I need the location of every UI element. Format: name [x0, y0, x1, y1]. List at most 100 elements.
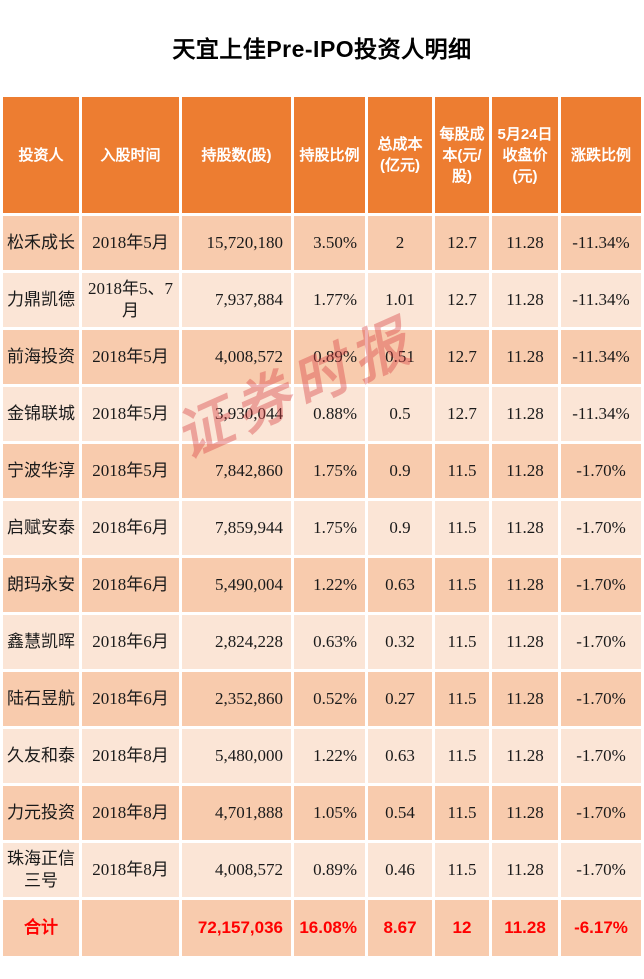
investor-cell: 久友和泰	[3, 729, 79, 783]
ratio-cell: 3.50%	[294, 216, 365, 270]
per_share-cell: 11.5	[435, 786, 489, 840]
table-row: 朗玛永安 2018年6月 5,490,004 1.22% 0.63 11.5 11.28 -1…	[3, 558, 641, 612]
time-cell: 2018年5、7月	[82, 273, 179, 327]
change-cell: -1.70%	[561, 558, 641, 612]
header-cost: 总成本(亿元)	[368, 97, 432, 213]
header-per-share: 每股成本(元/股)	[435, 97, 489, 213]
header-time: 入股时间	[82, 97, 179, 213]
change-cell: -11.34%	[561, 387, 641, 441]
shares-cell: 2,352,860	[182, 672, 291, 726]
per_share-cell: 12	[435, 900, 489, 956]
cost-cell: 8.67	[368, 900, 432, 956]
investor-cell: 松禾成长	[3, 216, 79, 270]
ratio-cell: 0.89%	[294, 843, 365, 897]
time-cell: 2018年5月	[82, 387, 179, 441]
ratio-cell: 1.75%	[294, 501, 365, 555]
table-row: 陆石昱航 2018年6月 2,352,860 0.52% 0.27 11.5 11.28 -1…	[3, 672, 641, 726]
close-cell: 11.28	[492, 216, 558, 270]
close-cell: 11.28	[492, 786, 558, 840]
time-cell: 2018年8月	[82, 786, 179, 840]
close-cell: 11.28	[492, 615, 558, 669]
cost-cell: 0.9	[368, 444, 432, 498]
investor-cell: 陆石昱航	[3, 672, 79, 726]
investor-cell: 力元投资	[3, 786, 79, 840]
cost-cell: 0.5	[368, 387, 432, 441]
shares-cell: 3,930,044	[182, 387, 291, 441]
header-shares: 持股数(股)	[182, 97, 291, 213]
table-row: 松禾成长 2018年5月 15,720,180 3.50% 2 12.7 11.28 -11.…	[3, 216, 641, 270]
total-row: 合计 72,157,036 16.08% 8.67 12 11.28 -6.17%	[3, 900, 641, 956]
header-investor: 投资人	[3, 97, 79, 213]
close-cell: 11.28	[492, 900, 558, 956]
time-cell: 2018年6月	[82, 501, 179, 555]
header-ratio: 持股比例	[294, 97, 365, 213]
change-cell: -11.34%	[561, 216, 641, 270]
close-cell: 11.28	[492, 843, 558, 897]
per_share-cell: 11.5	[435, 672, 489, 726]
investor-cell: 宁波华淳	[3, 444, 79, 498]
table-row: 久友和泰 2018年8月 5,480,000 1.22% 0.63 11.5 11.28 -1…	[3, 729, 641, 783]
shares-cell: 5,480,000	[182, 729, 291, 783]
investor-table: 投资人 入股时间 持股数(股) 持股比例 总成本(亿元) 每股成本(元/股) 5…	[0, 94, 644, 959]
table-row: 力鼎凯德 2018年5、7月 7,937,884 1.77% 1.01 12.7 11.28…	[3, 273, 641, 327]
cost-cell: 0.54	[368, 786, 432, 840]
change-cell: -1.70%	[561, 672, 641, 726]
ratio-cell: 0.88%	[294, 387, 365, 441]
investor-cell: 鑫慧凯晖	[3, 615, 79, 669]
ratio-cell: 0.52%	[294, 672, 365, 726]
time-cell: 2018年5月	[82, 330, 179, 384]
ratio-cell: 1.75%	[294, 444, 365, 498]
change-cell: -11.34%	[561, 273, 641, 327]
shares-cell: 15,720,180	[182, 216, 291, 270]
change-cell: -1.70%	[561, 843, 641, 897]
ratio-cell: 1.22%	[294, 558, 365, 612]
cost-cell: 0.63	[368, 558, 432, 612]
ratio-cell: 1.77%	[294, 273, 365, 327]
shares-cell: 2,824,228	[182, 615, 291, 669]
cost-cell: 1.01	[368, 273, 432, 327]
investor-cell: 启赋安泰	[3, 501, 79, 555]
per_share-cell: 11.5	[435, 558, 489, 612]
header-row: 投资人 入股时间 持股数(股) 持股比例 总成本(亿元) 每股成本(元/股) 5…	[3, 97, 641, 213]
investor-cell: 珠海正信三号	[3, 843, 79, 897]
time-cell	[82, 900, 179, 956]
shares-cell: 4,008,572	[182, 330, 291, 384]
change-cell: -1.70%	[561, 501, 641, 555]
investor-cell: 金锦联城	[3, 387, 79, 441]
close-cell: 11.28	[492, 558, 558, 612]
table-body: 松禾成长 2018年5月 15,720,180 3.50% 2 12.7 11.28 -11.…	[3, 216, 641, 956]
page-title-container: 天宜上佳Pre-IPO投资人明细	[0, 0, 644, 94]
ratio-cell: 0.89%	[294, 330, 365, 384]
per_share-cell: 11.5	[435, 501, 489, 555]
per_share-cell: 12.7	[435, 330, 489, 384]
page-title: 天宜上佳Pre-IPO投资人明细	[172, 36, 472, 62]
time-cell: 2018年6月	[82, 672, 179, 726]
close-cell: 11.28	[492, 387, 558, 441]
shares-cell: 4,008,572	[182, 843, 291, 897]
change-cell: -1.70%	[561, 615, 641, 669]
cost-cell: 0.51	[368, 330, 432, 384]
table-row: 鑫慧凯晖 2018年6月 2,824,228 0.63% 0.32 11.5 11.28 -1…	[3, 615, 641, 669]
investor-cell: 前海投资	[3, 330, 79, 384]
per_share-cell: 11.5	[435, 843, 489, 897]
table-row: 金锦联城 2018年5月 3,930,044 0.88% 0.5 12.7 11.28 -11…	[3, 387, 641, 441]
cost-cell: 2	[368, 216, 432, 270]
time-cell: 2018年8月	[82, 843, 179, 897]
per_share-cell: 11.5	[435, 615, 489, 669]
change-cell: -1.70%	[561, 786, 641, 840]
change-cell: -1.70%	[561, 729, 641, 783]
shares-cell: 7,842,860	[182, 444, 291, 498]
table-row: 前海投资 2018年5月 4,008,572 0.89% 0.51 12.7 11.28 -1…	[3, 330, 641, 384]
shares-cell: 4,701,888	[182, 786, 291, 840]
per_share-cell: 12.7	[435, 273, 489, 327]
table-row: 珠海正信三号 2018年8月 4,008,572 0.89% 0.46 11.5 11.28…	[3, 843, 641, 897]
per_share-cell: 11.5	[435, 729, 489, 783]
ratio-cell: 1.05%	[294, 786, 365, 840]
per_share-cell: 11.5	[435, 444, 489, 498]
shares-cell: 7,937,884	[182, 273, 291, 327]
investor-cell: 朗玛永安	[3, 558, 79, 612]
ratio-cell: 1.22%	[294, 729, 365, 783]
time-cell: 2018年5月	[82, 444, 179, 498]
table-row: 启赋安泰 2018年6月 7,859,944 1.75% 0.9 11.5 11.28 -1.…	[3, 501, 641, 555]
ratio-cell: 16.08%	[294, 900, 365, 956]
